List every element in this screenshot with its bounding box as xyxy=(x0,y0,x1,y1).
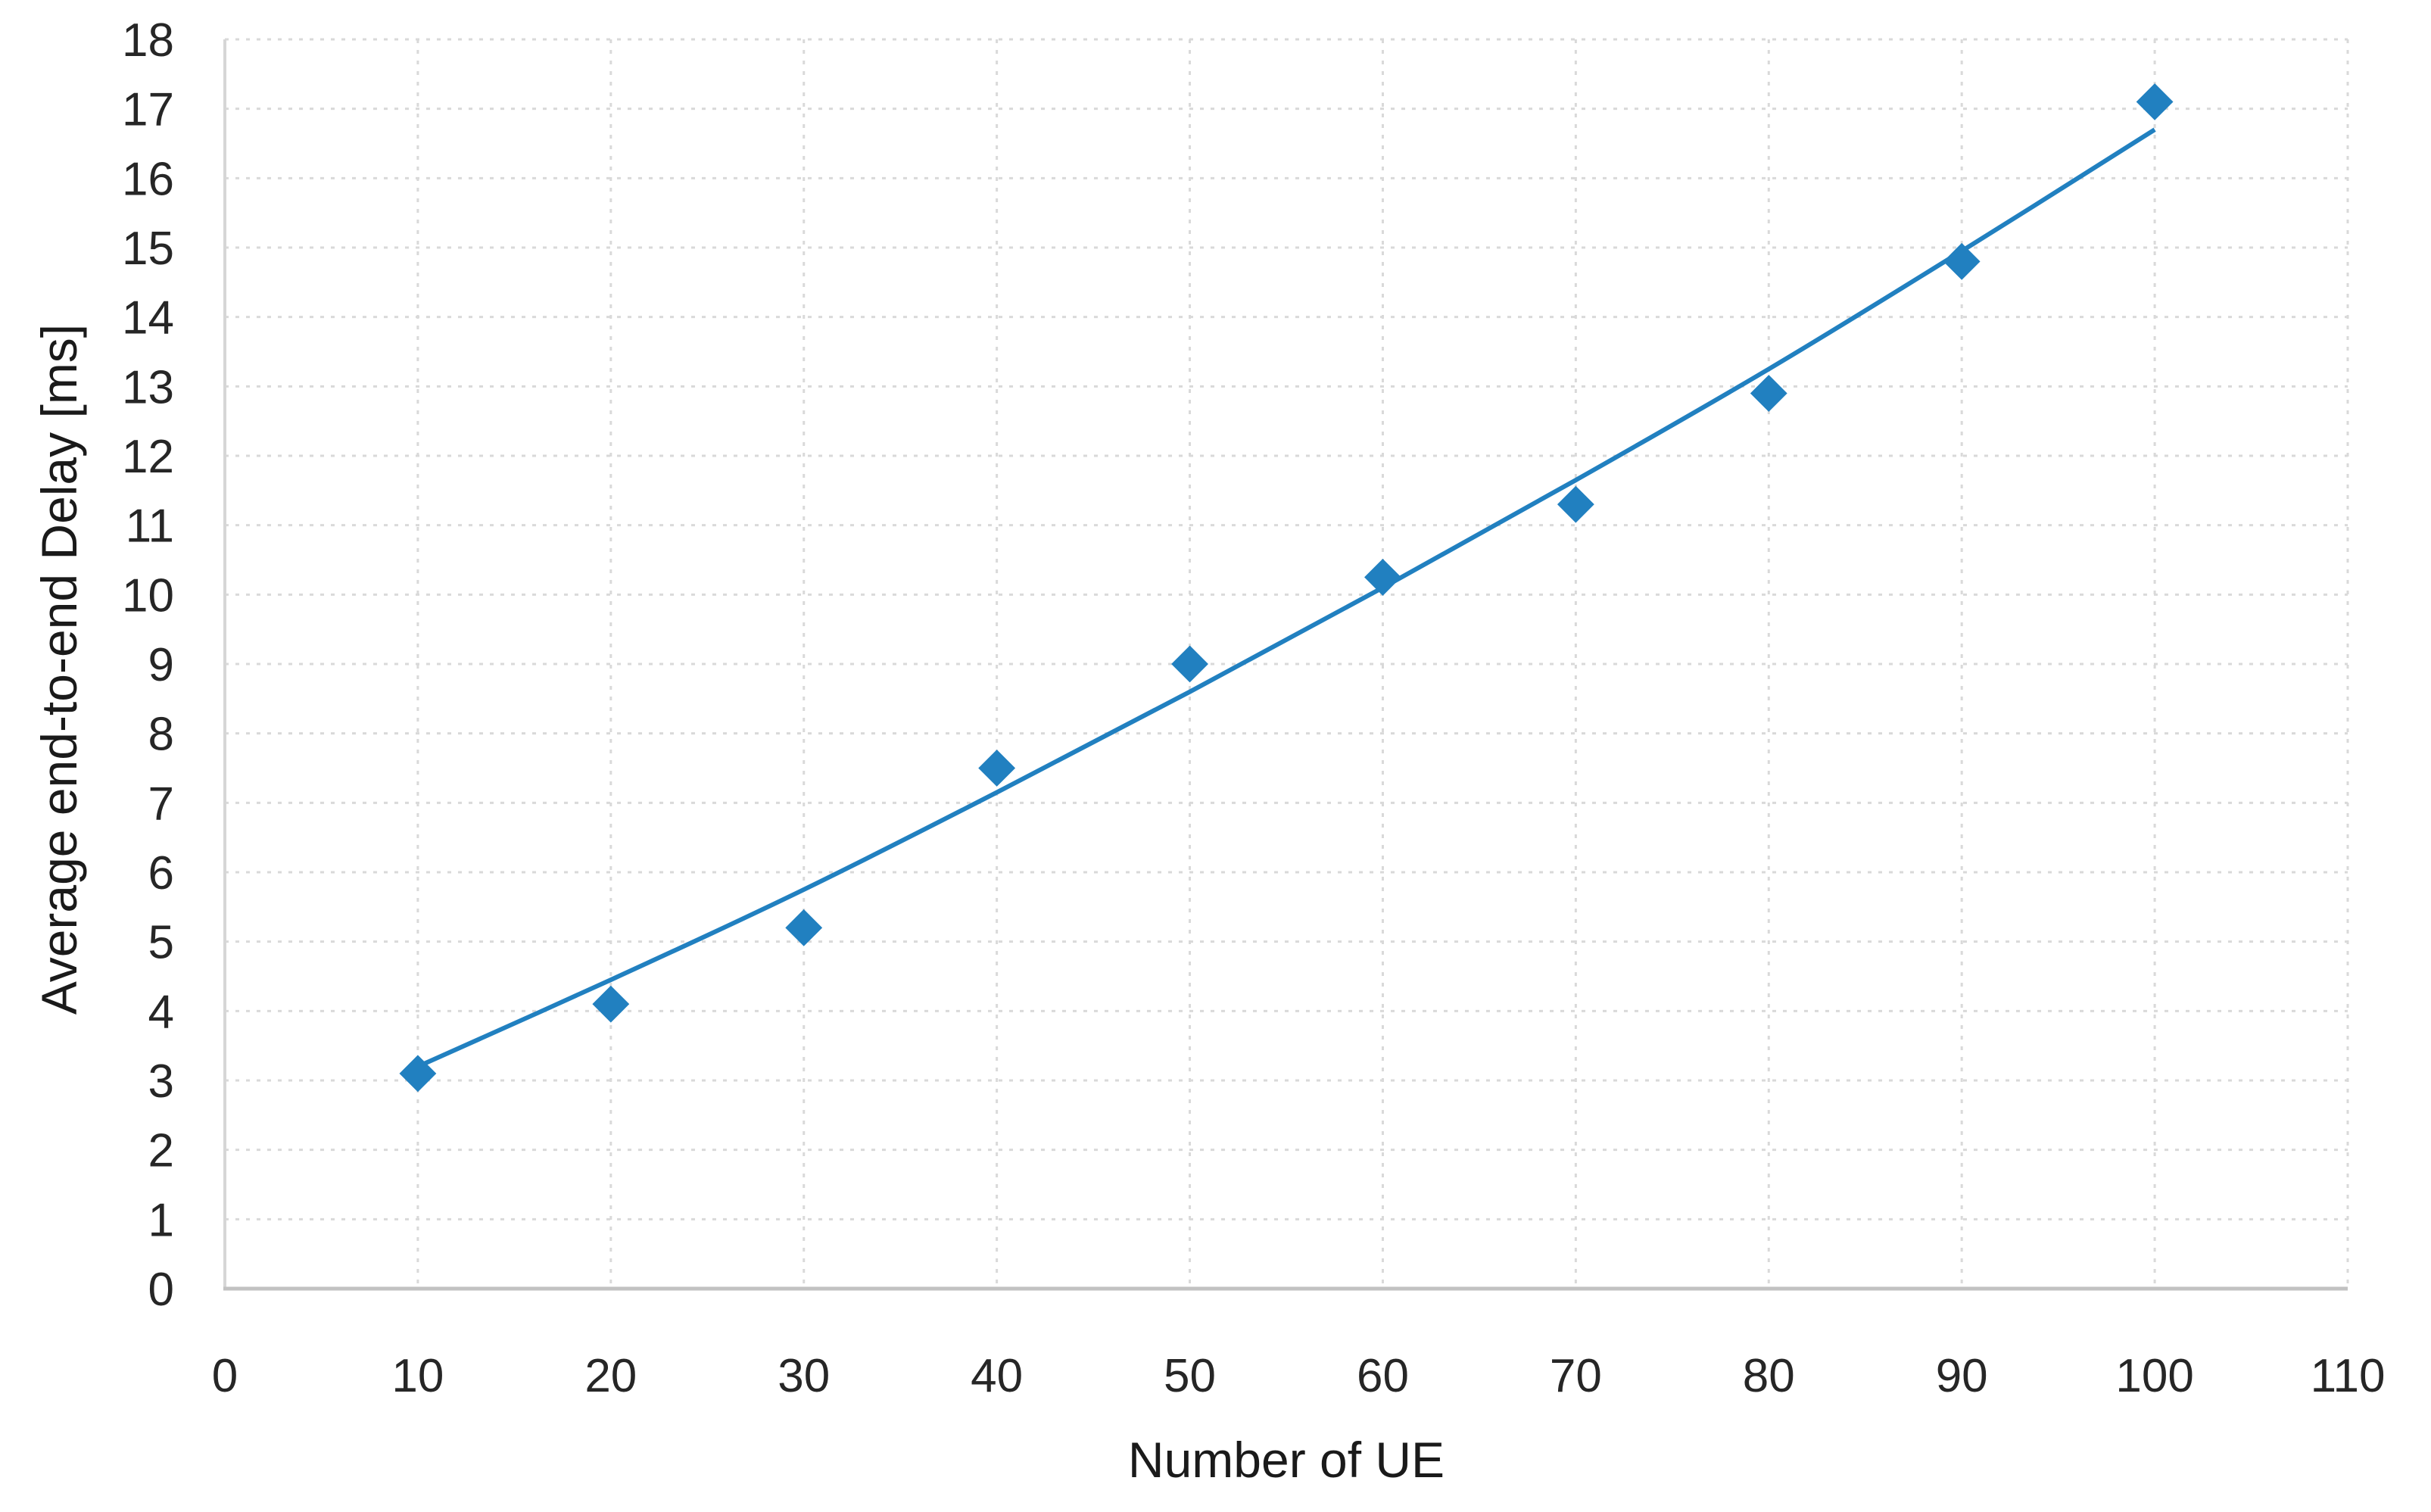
x-tick-label: 100 xyxy=(2115,1350,2193,1402)
x-tick-label: 80 xyxy=(1743,1350,1795,1402)
y-axis-title: Average end-to-end Delay [ms] xyxy=(31,323,87,1015)
trendline-curve xyxy=(416,127,2156,1069)
data-point-marker xyxy=(785,909,823,946)
data-point-marker xyxy=(399,1055,437,1093)
y-tick-label: 13 xyxy=(122,361,174,413)
data-point-marker xyxy=(2136,83,2174,120)
data-point-marker xyxy=(1943,242,1981,280)
x-tick-label: 60 xyxy=(1357,1350,1409,1402)
y-tick-label: 12 xyxy=(122,431,174,483)
x-tick-label: 90 xyxy=(1936,1350,1988,1402)
y-tick-label: 18 xyxy=(122,14,174,67)
x-tick-label: 40 xyxy=(971,1350,1023,1402)
y-tick-label: 0 xyxy=(148,1264,174,1316)
data-point-marker xyxy=(1557,485,1594,523)
x-tick-label: 50 xyxy=(1164,1350,1216,1402)
y-tick-label: 16 xyxy=(122,153,174,205)
y-tick-label: 9 xyxy=(148,639,174,691)
data-point-marker xyxy=(1364,559,1401,596)
x-tick-label: 10 xyxy=(391,1350,444,1402)
y-tick-label: 10 xyxy=(122,569,174,622)
data-point-marker xyxy=(1750,375,1787,412)
data-point-marker xyxy=(1171,645,1208,683)
y-tick-label: 15 xyxy=(122,223,174,275)
x-tick-label: 30 xyxy=(778,1350,830,1402)
x-tick-label: 20 xyxy=(584,1350,637,1402)
data-point-marker xyxy=(978,750,1016,787)
data-point-marker xyxy=(592,985,630,1023)
y-tick-label: 6 xyxy=(148,847,174,899)
x-tick-label: 0 xyxy=(212,1350,238,1402)
y-tick-label: 3 xyxy=(148,1055,174,1108)
y-tick-label: 8 xyxy=(148,709,174,761)
y-tick-label: 7 xyxy=(148,778,174,830)
y-tick-label: 2 xyxy=(148,1125,174,1177)
x-axis-title: Number of UE xyxy=(1127,1432,1445,1488)
y-tick-label: 17 xyxy=(122,84,174,136)
y-tick-label: 5 xyxy=(148,917,174,969)
x-tick-label: 70 xyxy=(1550,1350,1602,1402)
y-tick-label: 11 xyxy=(126,500,174,553)
y-tick-label: 1 xyxy=(148,1194,174,1246)
y-tick-label: 14 xyxy=(122,292,174,344)
x-tick-label: 110 xyxy=(2311,1350,2386,1402)
y-tick-label: 4 xyxy=(148,986,174,1038)
